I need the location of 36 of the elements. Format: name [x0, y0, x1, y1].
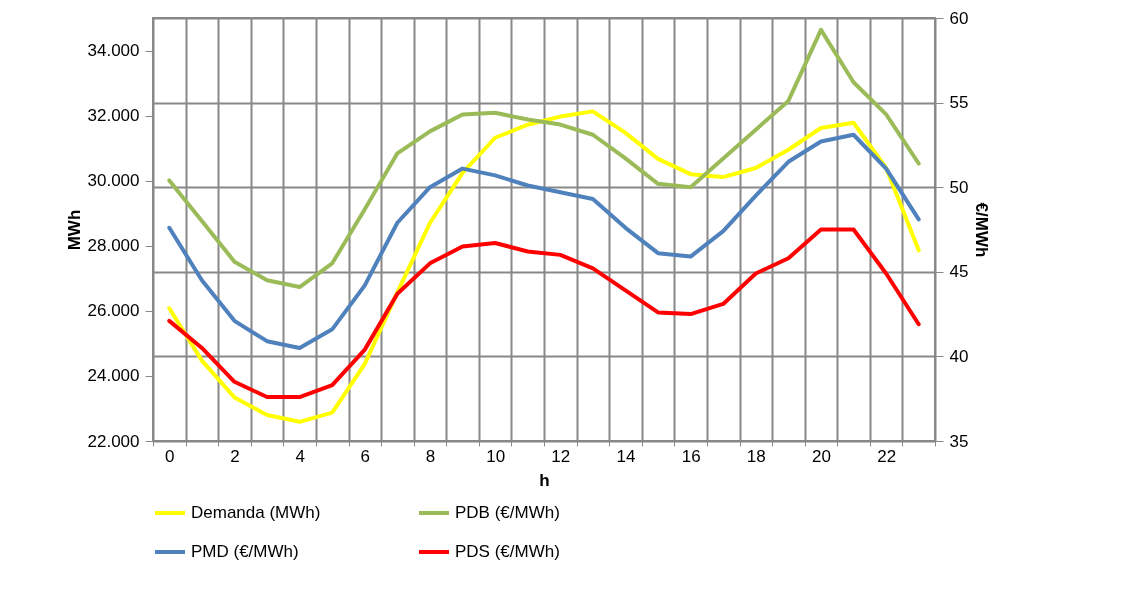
x-tick-label: 20	[812, 446, 831, 466]
line-series	[167, 109, 921, 424]
y-tick-label: 32.000	[87, 106, 140, 126]
x-tick-label: 4	[295, 446, 305, 466]
y-tick-label: 34.000	[87, 41, 140, 61]
y-tick-label: 22.000	[87, 431, 140, 451]
x-tick-label: 12	[551, 446, 571, 466]
y2-tick-label: 40	[949, 346, 969, 366]
y2-tick-label: 45	[949, 262, 969, 282]
line-series	[167, 132, 921, 350]
y-tick-label: 24.000	[87, 366, 140, 386]
y2-tick-label: 60	[949, 8, 969, 28]
x-tick-label: 10	[486, 446, 506, 466]
x-tick-label: 2	[230, 446, 240, 466]
x-tick-label: 14	[616, 446, 636, 466]
y-tick-label: 28.000	[87, 236, 140, 256]
x-tick-label: 0	[165, 446, 175, 466]
y2-tick-label: 55	[949, 93, 969, 113]
y-tick-label: 30.000	[87, 171, 140, 191]
x-tick-label: 16	[681, 446, 701, 466]
legend-label: PDS (€/MWh)	[455, 542, 560, 561]
x-tick-label: 18	[746, 446, 766, 466]
x-tick-label: 6	[360, 446, 371, 466]
y-tick-label: 26.000	[87, 301, 140, 321]
legend-label: PMD (€/MWh)	[191, 542, 299, 561]
line-series	[167, 27, 921, 290]
legend-label: Demanda (MWh)	[191, 503, 321, 522]
legend-label: PDB (€/MWh)	[455, 503, 560, 522]
y2-tick-label: 35	[949, 431, 969, 451]
x-tick-label: 22	[877, 446, 897, 466]
y2-axis-title: €/MWh	[972, 202, 992, 258]
y-axis-title: MWh	[64, 209, 84, 251]
x-axis-title: h	[539, 470, 550, 490]
x-tick-label: 8	[425, 446, 436, 466]
line-series	[167, 227, 921, 400]
y2-tick-label: 50	[949, 177, 969, 197]
